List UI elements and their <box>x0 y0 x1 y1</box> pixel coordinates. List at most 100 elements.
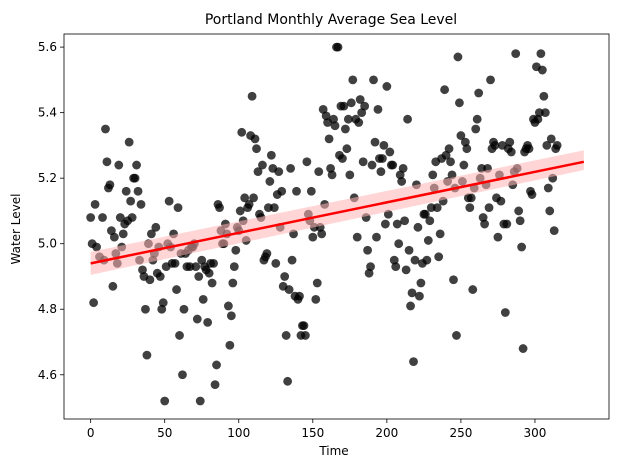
data-point <box>348 75 358 85</box>
data-point <box>394 239 404 249</box>
regression-line <box>90 160 585 265</box>
x-axis-label: Time <box>318 444 348 458</box>
data-point <box>517 242 527 252</box>
data-point <box>376 167 386 177</box>
plot-frame <box>63 33 610 420</box>
data-point <box>308 232 318 242</box>
data-point <box>407 288 417 298</box>
data-point <box>158 298 168 308</box>
data-point <box>500 308 510 317</box>
data-point <box>537 65 547 75</box>
data-point <box>127 213 137 222</box>
data-point <box>398 163 408 173</box>
data-point <box>472 114 482 124</box>
data-point <box>155 272 165 281</box>
x-tick-label: 100 <box>227 426 250 440</box>
data-point <box>198 295 208 304</box>
y-tick-label: 4.6 <box>38 368 57 382</box>
data-point <box>130 173 140 183</box>
data-point <box>385 147 395 157</box>
x-tick-label: 300 <box>523 426 546 440</box>
data-point <box>383 209 393 219</box>
data-point <box>549 226 559 236</box>
data-point <box>338 154 347 163</box>
data-point <box>284 285 294 294</box>
data-point <box>175 331 184 340</box>
data-point <box>247 91 257 101</box>
data-point <box>502 219 512 229</box>
data-point <box>329 114 338 124</box>
data-point <box>422 255 432 265</box>
data-point <box>382 82 392 91</box>
data-point <box>102 157 112 167</box>
data-point <box>250 134 260 144</box>
data-point <box>460 137 470 147</box>
data-point <box>455 98 464 108</box>
data-point <box>539 91 549 101</box>
data-point <box>506 147 516 157</box>
data-point <box>321 111 331 121</box>
data-point <box>462 144 472 154</box>
y-axis-label: Water Level <box>9 194 23 265</box>
data-point <box>490 141 500 150</box>
data-point <box>311 295 321 304</box>
data-point <box>101 124 110 134</box>
data-point <box>416 278 426 288</box>
data-point <box>401 265 411 275</box>
data-point <box>435 229 445 239</box>
data-point <box>423 236 433 245</box>
data-point <box>395 170 405 180</box>
data-point <box>124 137 134 147</box>
data-point <box>197 255 207 265</box>
data-point <box>327 170 337 180</box>
chart-title: Portland Monthly Average Sea Level <box>205 12 457 28</box>
data-point <box>370 137 380 147</box>
data-point <box>415 291 424 301</box>
data-point <box>277 186 287 196</box>
data-point <box>170 258 180 268</box>
data-point <box>106 226 116 236</box>
data-point <box>318 104 328 114</box>
data-point <box>299 321 309 331</box>
data-point <box>480 219 489 229</box>
data-point <box>406 301 415 311</box>
data-point <box>466 193 476 203</box>
data-point <box>136 199 146 209</box>
data-point <box>146 229 156 239</box>
y-tick-label: 5.0 <box>38 237 57 251</box>
data-point <box>114 160 124 170</box>
y-tick-label: 5.4 <box>38 106 57 120</box>
data-point <box>333 42 343 52</box>
y-tick-label: 5.6 <box>38 40 57 54</box>
data-point <box>258 160 267 170</box>
x-tick-label: 200 <box>375 426 398 440</box>
data-point <box>192 314 202 324</box>
data-point <box>92 242 101 252</box>
data-point <box>109 232 119 242</box>
data-point <box>249 193 258 203</box>
data-point <box>363 245 372 255</box>
data-point <box>179 304 189 314</box>
data-point <box>339 101 349 111</box>
data-point <box>352 232 362 242</box>
data-point <box>326 163 335 173</box>
data-point <box>223 301 233 311</box>
data-point <box>126 196 136 206</box>
data-point <box>133 186 143 196</box>
data-point <box>403 114 412 124</box>
data-point <box>552 141 562 150</box>
data-point <box>425 216 435 226</box>
data-point <box>360 101 370 111</box>
data-point <box>240 193 250 203</box>
data-point <box>484 203 494 213</box>
data-point <box>164 196 174 206</box>
data-point <box>86 213 96 222</box>
data-point <box>389 255 399 265</box>
data-point <box>301 331 310 340</box>
x-tick-label: 50 <box>157 426 172 440</box>
data-point <box>404 245 414 255</box>
data-point <box>98 213 107 222</box>
data-point <box>226 311 236 321</box>
data-point <box>518 344 528 353</box>
